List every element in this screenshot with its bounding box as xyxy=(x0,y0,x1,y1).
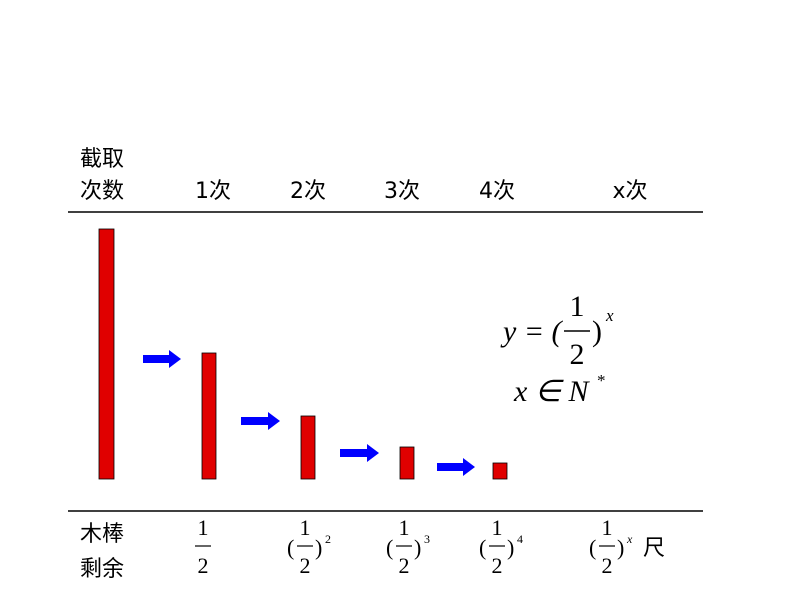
formula-close: ) xyxy=(592,315,602,348)
paren: ( xyxy=(287,535,294,560)
numerator: 1 xyxy=(399,515,410,540)
row-label: 剩余 xyxy=(80,557,124,582)
formula-numerator: 1 xyxy=(570,290,585,323)
numerator: 1 xyxy=(492,515,503,540)
formula-lhs: y = ( xyxy=(500,315,564,348)
formula-domain-sup: * xyxy=(597,371,606,390)
stick xyxy=(201,352,217,480)
formula-exponent: x xyxy=(605,306,614,325)
numerator: 1 xyxy=(300,515,311,540)
arrow xyxy=(437,458,475,476)
column-header: x次 xyxy=(612,179,647,204)
denominator: 2 xyxy=(602,553,613,578)
row-label: 木棒 xyxy=(80,522,124,547)
paren: ) xyxy=(617,535,624,560)
exponent: 4 xyxy=(517,532,523,546)
paren: ) xyxy=(414,535,421,560)
exponent: x xyxy=(626,532,633,546)
stick xyxy=(98,228,115,480)
paren: ) xyxy=(507,535,514,560)
arrows xyxy=(143,350,475,476)
denominator: 2 xyxy=(198,553,209,578)
paren: ( xyxy=(589,535,596,560)
numerator: 1 xyxy=(198,515,209,540)
denominator: 2 xyxy=(399,553,410,578)
numerator: 1 xyxy=(602,515,613,540)
arrow xyxy=(340,444,379,462)
column-header: 3次 xyxy=(384,179,420,204)
paren: ( xyxy=(386,535,393,560)
stick xyxy=(492,462,508,480)
column-header: 1次 xyxy=(195,179,231,204)
paren: ( xyxy=(479,535,486,560)
header-label: 截取 xyxy=(80,147,124,172)
stick xyxy=(399,446,415,480)
column-header: 4次 xyxy=(479,179,515,204)
stick xyxy=(300,415,316,480)
paren: ) xyxy=(315,535,322,560)
header-label: 次数 xyxy=(80,179,124,204)
denominator: 2 xyxy=(300,553,311,578)
exponent: 3 xyxy=(424,532,430,546)
sticks xyxy=(98,228,508,480)
unit: 尺 xyxy=(643,536,665,561)
formula-denominator: 2 xyxy=(570,338,585,371)
denominator: 2 xyxy=(492,553,503,578)
column-header: 2次 xyxy=(290,179,326,204)
exponent: 2 xyxy=(325,532,331,546)
arrow xyxy=(143,350,181,368)
formula-domain: x ∈ N xyxy=(513,375,590,408)
arrow xyxy=(241,412,280,430)
